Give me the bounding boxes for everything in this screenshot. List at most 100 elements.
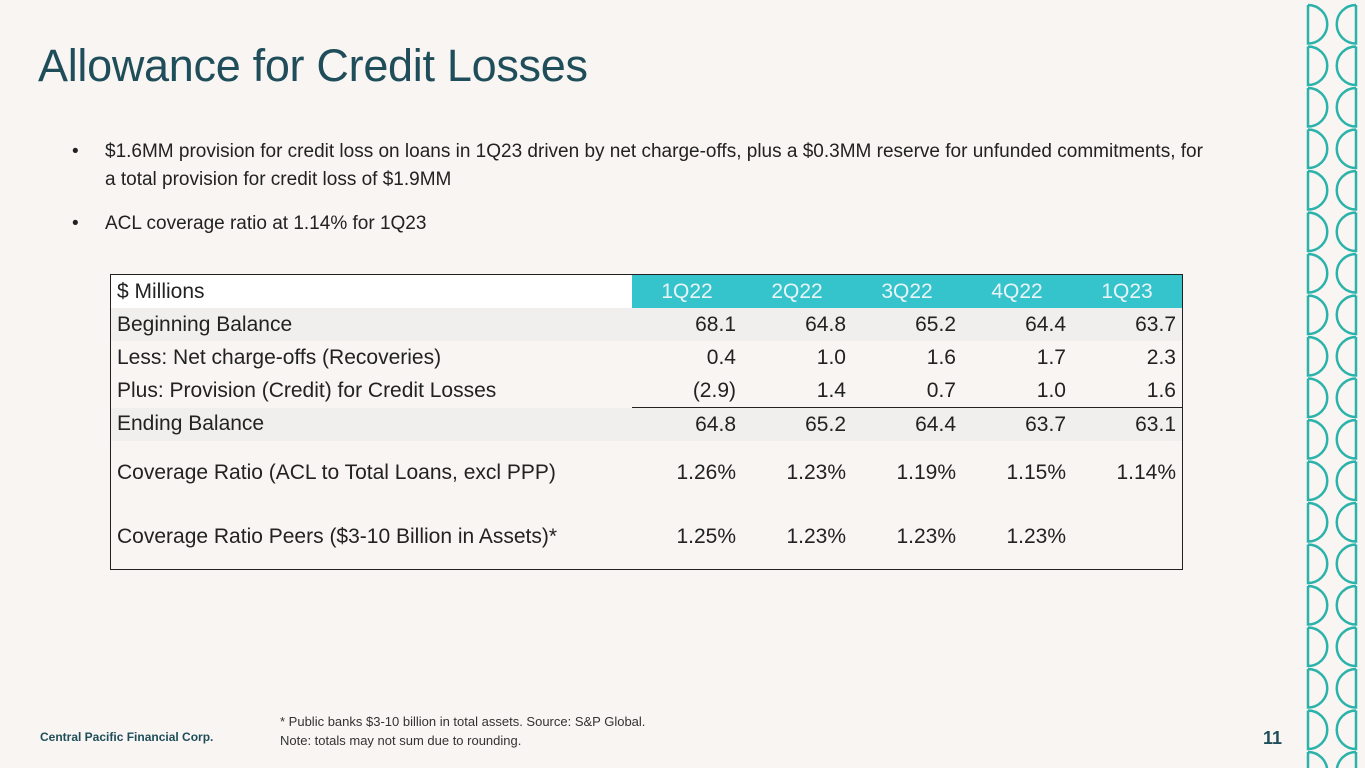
arc-motif <box>1335 709 1358 751</box>
table-cell: 1.23% <box>1006 525 1066 548</box>
arc-motif <box>1306 667 1329 709</box>
arc-motif <box>1335 169 1358 211</box>
arc-motif <box>1335 335 1358 377</box>
arc-motif <box>1335 128 1358 170</box>
table-cell: 0.7 <box>926 378 956 402</box>
row-label: Less: Net charge-offs (Recoveries) <box>117 345 442 369</box>
arc-motif <box>1335 460 1358 502</box>
header-quarter: 1Q23 <box>1072 274 1183 308</box>
arc-motif <box>1335 501 1358 543</box>
row-label: Beginning Balance <box>110 308 632 341</box>
table-cell: 68.1 <box>632 308 742 341</box>
allowance-table: $ Millions 1Q22 2Q22 3Q22 4Q22 1Q23 Begi… <box>110 274 1183 570</box>
header-quarter: 1Q22 <box>632 274 742 308</box>
arc-motif <box>1335 211 1358 253</box>
table-cell: 64.8 <box>742 308 852 341</box>
bullet-glyph: • <box>72 213 79 234</box>
table-cell: (2.9) <box>692 378 736 402</box>
bullet-list: • $1.6MM provision for credit loss on lo… <box>72 138 1212 254</box>
bullet-text: $1.6MM provision for credit loss on loan… <box>105 141 1203 190</box>
arc-motif <box>1306 335 1329 377</box>
arc-motif <box>1306 45 1329 87</box>
table-cell: 64.4 <box>852 407 962 441</box>
row-label: Ending Balance <box>110 407 632 441</box>
arc-motif <box>1306 294 1329 336</box>
table-cell: 1.0 <box>1036 378 1066 402</box>
table-cell <box>1072 505 1183 570</box>
arc-motif <box>1306 460 1329 502</box>
footnote-rounding: Note: totals may not sum due to rounding… <box>280 733 522 748</box>
row-label: Plus: Provision (Credit) for Credit Loss… <box>117 378 497 402</box>
arc-motif <box>1335 252 1358 294</box>
arc-motif <box>1335 626 1358 668</box>
arc-motif <box>1335 86 1358 128</box>
table-row: Beginning Balance 68.1 64.8 65.2 64.4 63… <box>110 308 1183 341</box>
arc-motif <box>1306 86 1329 128</box>
table-cell: 1.4 <box>816 378 846 402</box>
arc-motif <box>1306 377 1329 419</box>
table-cell: 1.19% <box>896 461 956 484</box>
decorative-arc-pattern-icon <box>1306 3 1358 768</box>
arc-motif <box>1306 128 1329 170</box>
footnote: * Public banks $3-10 billion in total as… <box>280 712 645 750</box>
table-cell: 1.6 <box>1146 378 1176 402</box>
bullet-glyph: • <box>72 141 79 162</box>
arc-motif <box>1335 294 1358 336</box>
arc-motif <box>1335 3 1358 45</box>
table-cell: 63.1 <box>1072 407 1183 441</box>
table-cell: 64.8 <box>632 407 742 441</box>
slide-title: Allowance for Credit Losses <box>38 40 588 91</box>
arc-motif <box>1335 377 1358 419</box>
page-number: 11 <box>1263 728 1283 748</box>
table-cell: 1.6 <box>926 345 956 369</box>
footnote-source: * Public banks $3-10 billion in total as… <box>280 714 646 729</box>
arc-motif <box>1306 169 1329 211</box>
arc-motif <box>1335 750 1358 768</box>
table-cell: 0.4 <box>706 345 736 369</box>
arc-motif <box>1306 626 1329 668</box>
table-cell: 1.26% <box>676 461 736 484</box>
table-cell: 63.7 <box>962 407 1072 441</box>
company-name: Central Pacific Financial Corp. <box>40 730 214 744</box>
arc-motif <box>1306 418 1329 460</box>
table-cell: 1.0 <box>816 345 846 369</box>
arc-motif <box>1306 3 1329 45</box>
table-row-coverage-ratio: Coverage Ratio (ACL to Total Loans, excl… <box>111 441 1183 505</box>
row-label: Coverage Ratio Peers ($3-10 Billion in A… <box>117 525 558 548</box>
header-quarter: 4Q22 <box>962 274 1072 308</box>
table-cell: 64.4 <box>962 308 1072 341</box>
table-cell: 1.23% <box>896 525 956 548</box>
arc-motif <box>1335 543 1358 585</box>
table-cell: 1.7 <box>1036 345 1066 369</box>
table-cell: 1.23% <box>786 525 846 548</box>
table-cell: 1.14% <box>1116 461 1176 484</box>
arc-motif <box>1306 252 1329 294</box>
arc-motif <box>1306 543 1329 585</box>
table-cell: 2.3 <box>1146 345 1176 369</box>
header-quarter: 2Q22 <box>742 274 852 308</box>
bullet-item: • ACL coverage ratio at 1.14% for 1Q23 <box>72 210 1212 238</box>
row-label: Coverage Ratio (ACL to Total Loans, excl… <box>117 461 556 484</box>
arc-motif <box>1306 750 1329 768</box>
arc-motif <box>1335 667 1358 709</box>
table-row-peer-ratio: Coverage Ratio Peers ($3-10 Billion in A… <box>111 505 1183 570</box>
table-row-ending-balance: Ending Balance 64.8 65.2 64.4 63.7 63.1 <box>110 407 1183 441</box>
header-quarter: 3Q22 <box>852 274 962 308</box>
bullet-text: ACL coverage ratio at 1.14% for 1Q23 <box>105 213 427 234</box>
table-row: Less: Net charge-offs (Recoveries) 0.4 1… <box>111 341 1183 374</box>
table-cell: 63.7 <box>1072 308 1183 341</box>
table-cell: 1.25% <box>676 525 736 548</box>
arc-motif <box>1335 45 1358 87</box>
header-label: $ Millions <box>110 274 632 308</box>
table-cell: 65.2 <box>742 407 852 441</box>
arc-motif <box>1306 709 1329 751</box>
arc-motif <box>1335 418 1358 460</box>
arc-motif <box>1335 584 1358 626</box>
arc-motif <box>1306 501 1329 543</box>
bullet-item: • $1.6MM provision for credit loss on lo… <box>72 138 1212 194</box>
arc-motif <box>1306 211 1329 253</box>
table-row: Plus: Provision (Credit) for Credit Loss… <box>111 374 1183 408</box>
table-header-row: $ Millions 1Q22 2Q22 3Q22 4Q22 1Q23 <box>110 274 1183 308</box>
table-cell: 1.15% <box>1006 461 1066 484</box>
arc-motif <box>1306 584 1329 626</box>
